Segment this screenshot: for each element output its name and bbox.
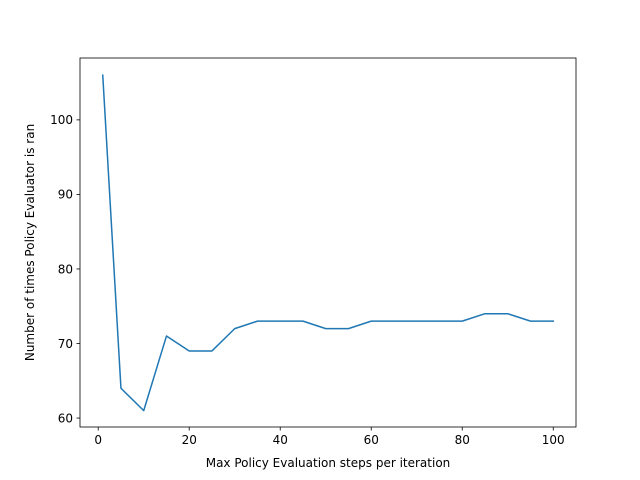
series-line-0 <box>101 74 554 412</box>
y-tick-label: 60 <box>58 411 73 425</box>
axes-frame <box>79 57 577 428</box>
plot-area <box>101 74 554 412</box>
y-tick-label: 90 <box>58 188 73 202</box>
y-tick-label: 100 <box>50 113 73 127</box>
x-tick-label: 0 <box>94 433 102 447</box>
y-axis-ticks: 60 70 80 90 100 <box>50 113 80 425</box>
y-tick-label: 70 <box>58 337 73 351</box>
x-axis-ticks: 0 20 40 60 80 100 <box>94 427 565 447</box>
y-axis-label: Number of times Policy Evaluator is ran <box>23 124 37 361</box>
x-tick-label: 40 <box>273 433 288 447</box>
x-tick-label: 80 <box>455 433 470 447</box>
x-axis-label: Max Policy Evaluation steps per iteratio… <box>206 456 451 470</box>
x-tick-label: 60 <box>364 433 379 447</box>
x-tick-label: 100 <box>542 433 565 447</box>
x-tick-label: 20 <box>182 433 197 447</box>
y-tick-label: 80 <box>58 262 73 276</box>
